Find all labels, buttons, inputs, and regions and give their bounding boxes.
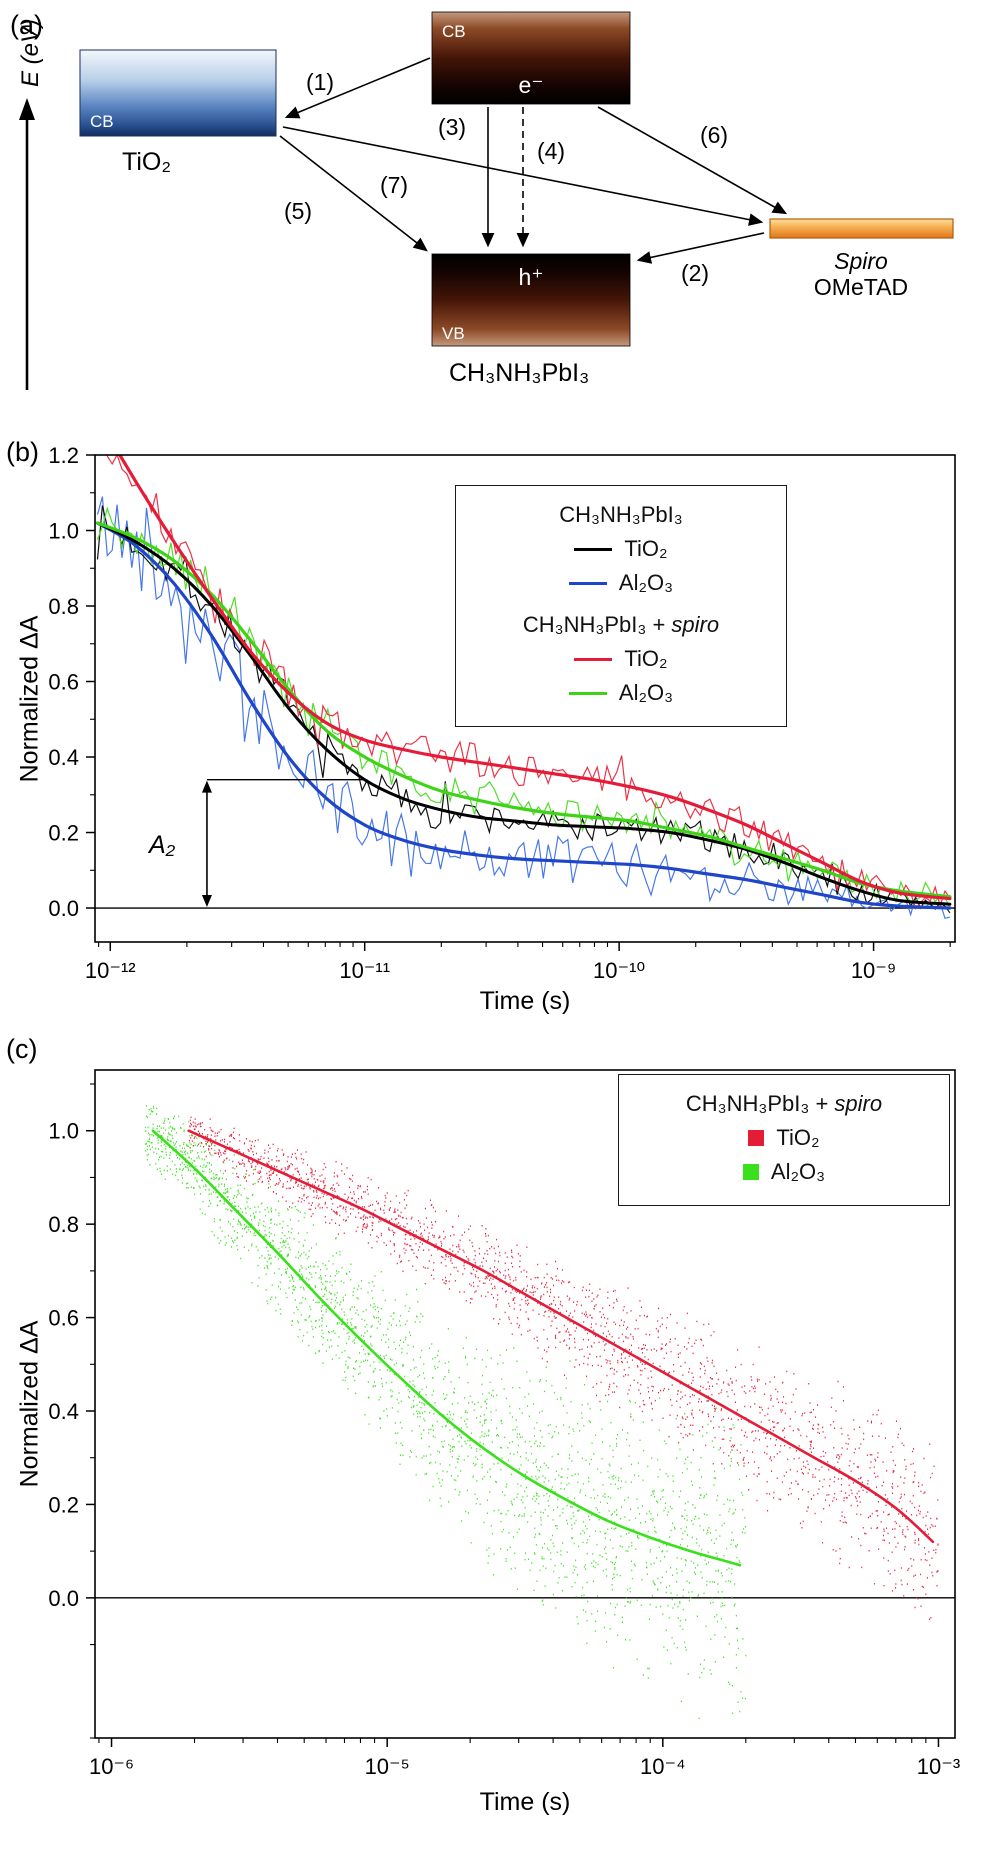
process-3-label: (3)	[438, 114, 466, 140]
x-tick-label: 10⁻⁶	[89, 1754, 134, 1779]
black-line-swatch	[574, 547, 613, 551]
scatter-dots	[188, 1116, 939, 1620]
fit-line	[151, 1129, 742, 1567]
panel-c-label: (c)	[6, 1034, 38, 1064]
panel-b: (b) Normalized ΔA 10⁻¹² 10⁻¹¹ 10⁻¹⁰ 10⁻⁹ 0.0…	[0, 435, 981, 1032]
energy-axis-label: E (eV)	[17, 19, 44, 87]
red-square-swatch	[748, 1130, 765, 1146]
legend-c-entry-tio2: TiO₂	[625, 1125, 943, 1151]
x-tick-label: 10⁻⁹	[851, 958, 897, 983]
legend-b-al2o3-spiro-label: Al₂O₃	[618, 680, 674, 705]
red-line-swatch	[574, 657, 613, 661]
panel-b-plot: 10⁻¹² 10⁻¹¹ 10⁻¹⁰ 10⁻⁹ 0.0 0.2 0.4 0.6 0.8 1.0 1.2…	[48, 443, 956, 983]
x-tick-label: 10⁻⁵	[365, 1754, 410, 1779]
legend-b-group1-title: CH₃NH₃PbI₃	[559, 502, 683, 527]
plot-frame	[94, 454, 956, 943]
legend-b-tio2-label: TiO₂	[624, 536, 668, 561]
y-tick-label: 0.8	[48, 594, 79, 619]
fit-line	[96, 521, 952, 906]
x-tick-label: 10⁻¹²	[85, 958, 136, 983]
noisy-trace	[96, 496, 951, 920]
y-tick-label: 1.0	[48, 519, 79, 544]
perovskite-vb-box	[431, 253, 631, 347]
energy-axis-arrowhead-icon	[19, 98, 35, 120]
y-tick-label: 0.2	[48, 1492, 79, 1517]
process-5-arrow	[279, 135, 428, 252]
spiro-name-line1: Spiro	[834, 248, 888, 274]
electron-label: e⁻	[519, 72, 544, 98]
tio2-cb-band-label: CB	[90, 112, 114, 131]
process-2-arrow	[636, 232, 765, 264]
y-tick-label: 1.2	[48, 443, 79, 468]
process-7-arrow	[282, 126, 764, 226]
panel-a-label: (a)	[10, 10, 43, 40]
perovskite-vb-band-label: VB	[442, 324, 465, 343]
panel-c-legend: CH₃NH₃PbI₃ + spiro TiO₂ Al₂O₃	[618, 1074, 950, 1206]
legend-b-al2o3-label: Al₂O₃	[618, 570, 674, 595]
panel-c-ylabel: Normalized ΔA	[15, 1320, 44, 1488]
tio2-cb-box	[79, 49, 277, 137]
y-tick-label: 0.6	[48, 670, 79, 695]
y-tick-label: 0.2	[48, 821, 79, 846]
panel-b-label: (b)	[6, 437, 39, 467]
legend-b-entry-al2o3: Al₂O₃	[462, 570, 780, 596]
x-tick-label: 10⁻¹⁰	[593, 958, 645, 983]
arrow-up-icon	[201, 780, 212, 793]
process-2-label: (2)	[681, 260, 709, 286]
green-square-swatch	[742, 1164, 759, 1180]
perovskite-material-label: CH₃NH₃PbI₃	[449, 359, 589, 387]
spiro-level-bar	[769, 218, 954, 239]
y-tick-label: 0.0	[48, 1586, 79, 1611]
x-tick-label: 10⁻¹¹	[339, 958, 390, 983]
legend-c-entry-al2o3: Al₂O₃	[625, 1159, 943, 1185]
y-tick-label: 0.4	[48, 1399, 79, 1424]
fit-line	[187, 1129, 935, 1544]
legend-b-entry-tio2-spiro: TiO₂	[462, 646, 780, 672]
process-4-label: (4)	[537, 138, 565, 164]
y-tick-label: 0.8	[48, 1212, 79, 1237]
legend-c-al2o3-label: Al₂O₃	[770, 1159, 826, 1184]
legend-b-tio2-spiro-label: TiO₂	[624, 646, 668, 671]
panel-a-energy-diagram: (a) E (eV) CB TiO₂ CB e⁻ h⁺ VB CH₃NH₃PbI…	[10, 10, 954, 390]
legend-c-tio2-label: TiO₂	[776, 1125, 820, 1150]
tio2-material-label: TiO₂	[122, 148, 171, 176]
legend-b-entry-tio2: TiO₂	[462, 536, 780, 562]
panel-c-plot: 10⁻⁶ 10⁻⁵ 10⁻⁴ 10⁻³ 0.0 0.2 0.4 0.6 0.8 1.0	[48, 1069, 960, 1779]
legend-b-entry-al2o3-spiro: Al₂O₃	[462, 680, 780, 706]
y-tick-label: 0.4	[48, 745, 79, 770]
annotation-label: A₂	[147, 831, 176, 859]
panel-c-xlabel: Time (s)	[479, 1788, 571, 1816]
plot-frame	[94, 1069, 956, 1739]
green-line-swatch	[568, 691, 607, 695]
fit-line	[95, 521, 952, 899]
perovskite-cb-band-label: CB	[442, 22, 466, 41]
y-tick-label: 0.6	[48, 1306, 79, 1331]
legend-b-group2-title: CH₃NH₃PbI₃ + spiro	[522, 612, 720, 637]
process-5-label: (5)	[284, 198, 312, 224]
blue-line-swatch	[568, 581, 607, 585]
process-1-arrow	[284, 57, 431, 119]
process-1-label: (1)	[306, 69, 334, 95]
panel-b-ylabel: Normalized ΔA	[15, 615, 44, 783]
fit-line	[117, 455, 952, 901]
x-tick-label: 10⁻⁴	[640, 1754, 686, 1779]
process-6-arrow	[597, 106, 788, 215]
panel-c: (c) Normalized ΔA 10⁻⁶ 10⁻⁵ 10⁻⁴ 10⁻³ 0.0 0.2…	[0, 1032, 981, 1876]
process-7-label: (7)	[380, 172, 408, 198]
hole-label: h⁺	[519, 264, 544, 290]
spiro-name-line2: OMeTAD	[814, 274, 908, 300]
x-tick-label: 10⁻³	[917, 1754, 960, 1779]
process-6-label: (6)	[700, 122, 728, 148]
y-tick-label: 0.0	[48, 896, 79, 921]
panel-b-legend: CH₃NH₃PbI₃ TiO₂ Al₂O₃ CH₃NH₃PbI₃ + spiro…	[455, 485, 787, 727]
y-tick-label: 1.0	[48, 1119, 79, 1144]
arrow-down-icon	[201, 895, 212, 908]
panel-b-xlabel: Time (s)	[479, 987, 571, 1015]
fit-line	[95, 521, 952, 910]
legend-c-title: CH₃NH₃PbI₃ + spiro	[685, 1091, 883, 1116]
perovskite-cb-box	[431, 11, 631, 105]
